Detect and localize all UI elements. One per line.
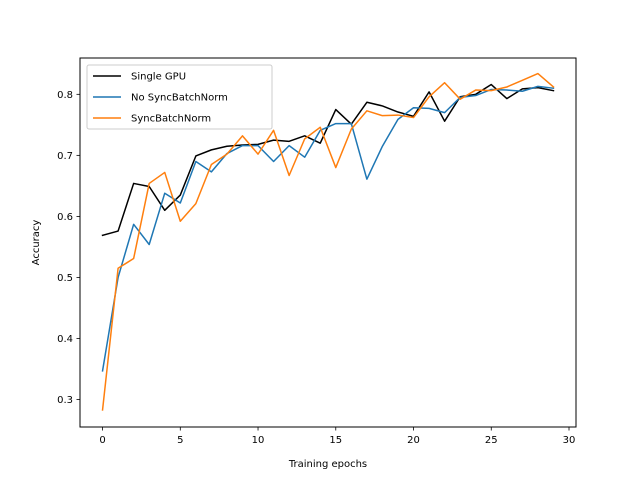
- y-tick-label: 0.6: [57, 212, 73, 223]
- legend-label: Single GPU: [131, 72, 186, 83]
- x-tick-label: 0: [99, 435, 105, 446]
- series-line-no-syncbatchnorm: [101, 85, 555, 372]
- x-tick-label: 10: [252, 435, 265, 446]
- legend-box: [86, 64, 273, 130]
- series-layer: [101, 72, 555, 411]
- x-axis-label: Training epochs: [288, 459, 367, 470]
- legend-label: No SyncBatchNorm: [131, 93, 228, 104]
- x-tick-label: 25: [485, 435, 498, 446]
- x-tick-label: 5: [177, 435, 183, 446]
- x-tick-label: 30: [563, 435, 576, 446]
- axes-frame: [79, 57, 577, 428]
- legend: Single GPU No SyncBatchNorm SyncBatchNorm: [86, 64, 273, 130]
- y-tick-label: 0.4: [57, 334, 73, 345]
- x-axis-ticks: 0 5 10 15 20 25 30: [99, 427, 575, 446]
- y-axis-label: Accuracy: [31, 220, 42, 266]
- y-tick-label: 0.7: [57, 151, 73, 162]
- y-tick-label: 0.3: [57, 395, 73, 406]
- legend-label: SyncBatchNorm: [131, 114, 211, 125]
- y-tick-label: 0.5: [57, 273, 73, 284]
- series-line-syncbatchnorm: [101, 72, 555, 411]
- x-tick-label: 15: [329, 435, 342, 446]
- y-tick-label: 0.8: [57, 90, 73, 101]
- y-axis-ticks: 0.3 0.4 0.5 0.6 0.7 0.8: [57, 90, 80, 406]
- x-tick-label: 20: [407, 435, 420, 446]
